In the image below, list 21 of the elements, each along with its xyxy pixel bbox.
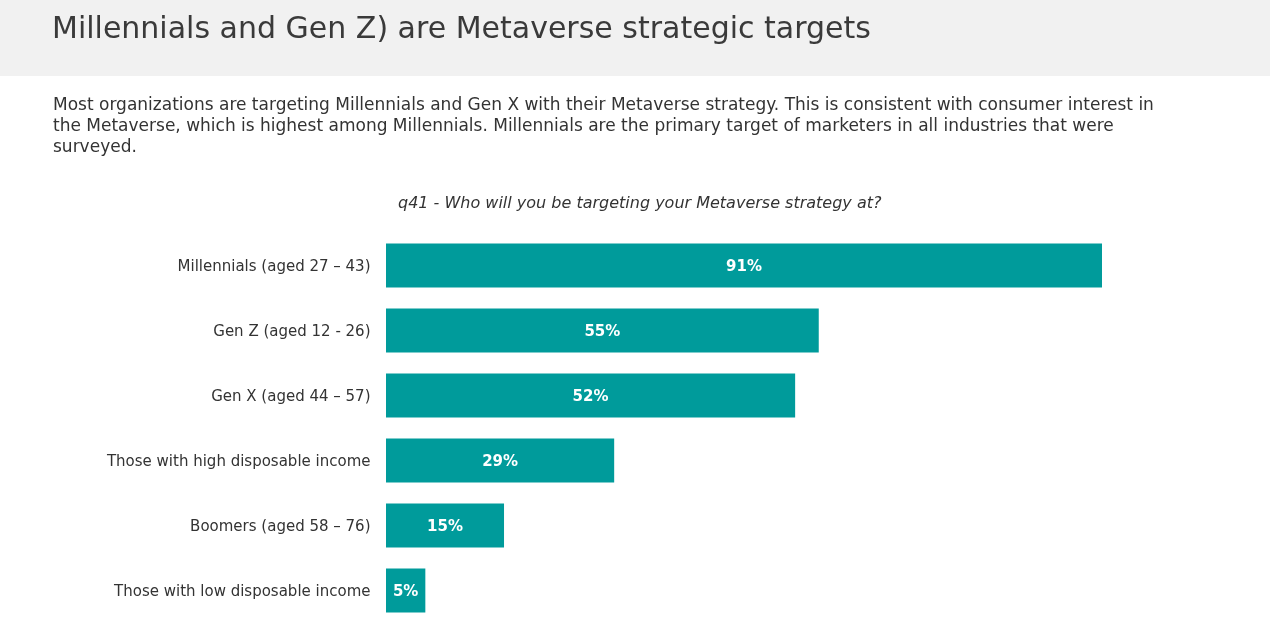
bar <box>386 308 819 353</box>
bar <box>386 243 1102 288</box>
y-tick-label: Boomers (aged 58 – 76) <box>190 516 371 535</box>
data-label: 15% <box>427 516 463 535</box>
y-tick-label: Millennials (aged 27 – 43) <box>177 256 371 275</box>
bar <box>386 373 796 418</box>
bar <box>386 568 426 613</box>
text: q41 - Who will you be targeting your Metaverse strategy at? <box>398 193 882 212</box>
chart-title: Millennials and Gen Z) are Metaverse strategic targets <box>52 10 871 45</box>
bar <box>386 438 615 483</box>
data-label: 55% <box>584 321 621 340</box>
y-tick-label: Those with high disposable income <box>105 451 371 470</box>
chart-subtitle: Most organizations are targeting Millennials and Gen X with their Metaverse strategy. This is consistent with consumer interest in the Metaverse, which is highest among Millennials. Millennials are the primary target of marketers in all industries that were surveyed. <box>53 94 1155 157</box>
y-tick-label: Gen Z (aged 12 - 26) <box>213 321 371 340</box>
y-tick-label: Those with low disposable income <box>113 581 371 600</box>
data-label: 91% <box>726 256 762 275</box>
bar <box>386 503 505 548</box>
y-tick-label: Gen X (aged 44 – 57) <box>211 386 371 405</box>
data-label: 5% <box>392 581 419 600</box>
data-label: 52% <box>572 386 609 405</box>
data-label: 29% <box>482 451 519 470</box>
